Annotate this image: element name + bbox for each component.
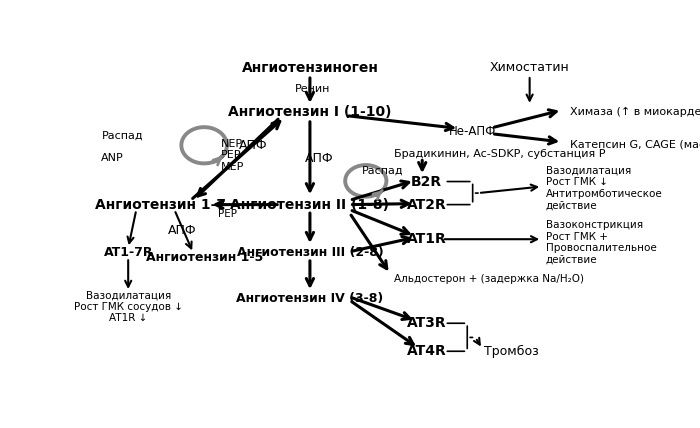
Text: AT3R: AT3R	[407, 316, 447, 330]
Text: Вазоконстрикция
Рост ГМК +
Провоспалительное
действие: Вазоконстрикция Рост ГМК + Провоспалител…	[546, 220, 657, 265]
Text: AT2R: AT2R	[407, 198, 447, 211]
Text: Не-АПФ: Не-АПФ	[449, 125, 496, 138]
Text: АПФ: АПФ	[239, 139, 267, 152]
Text: Ангиотензин 1-7: Ангиотензин 1-7	[95, 198, 226, 211]
Text: Распад: Распад	[363, 166, 404, 175]
Text: Ангиотензин III (2-8): Ангиотензин III (2-8)	[237, 246, 384, 259]
Text: Брадикинин, Ac-SDKP, субстанция P: Брадикинин, Ac-SDKP, субстанция P	[394, 149, 606, 158]
Text: Вазодилатация
Рост ГМК сосудов ↓
AT1R ↓: Вазодилатация Рост ГМК сосудов ↓ AT1R ↓	[74, 290, 183, 324]
Text: PEP: PEP	[218, 209, 237, 220]
Text: АПФ: АПФ	[305, 152, 334, 165]
Text: Химаза (↑ в миокарде человека): Химаза (↑ в миокарде человека)	[570, 107, 700, 117]
Text: Ренин: Ренин	[295, 84, 330, 94]
Text: Ангиотензин II (1-8): Ангиотензин II (1-8)	[230, 198, 389, 211]
Text: Химостатин: Химостатин	[490, 61, 570, 74]
Text: Альдостерон + (задержка Na/H₂O): Альдостерон + (задержка Na/H₂O)	[394, 274, 584, 284]
Text: ANP: ANP	[101, 154, 123, 163]
Text: Катепсин G, CAGE (мастоциты): Катепсин G, CAGE (мастоциты)	[570, 139, 700, 149]
Text: Вазодилатация
Рост ГМК ↓
Антитромботическое
действие: Вазодилатация Рост ГМК ↓ Антитромботичес…	[546, 166, 663, 211]
Text: B2R: B2R	[411, 175, 442, 189]
Text: AT4R: AT4R	[407, 344, 447, 358]
Text: Распад: Распад	[102, 131, 144, 140]
Text: Ангиотензин I (1-10): Ангиотензин I (1-10)	[228, 105, 392, 119]
Text: АПФ: АПФ	[168, 224, 197, 238]
Text: Ангиотензин 1-5: Ангиотензин 1-5	[146, 251, 262, 264]
Text: Тромбоз: Тромбоз	[484, 345, 538, 358]
Text: Ангиотензин IV (3-8): Ангиотензин IV (3-8)	[237, 292, 384, 305]
Text: AT1-7R: AT1-7R	[104, 246, 153, 259]
Text: AT1R: AT1R	[407, 232, 447, 246]
Text: Ангиотензиноген: Ангиотензиноген	[241, 61, 379, 75]
Text: NEP
PEP
MEP: NEP PEP MEP	[220, 139, 244, 172]
